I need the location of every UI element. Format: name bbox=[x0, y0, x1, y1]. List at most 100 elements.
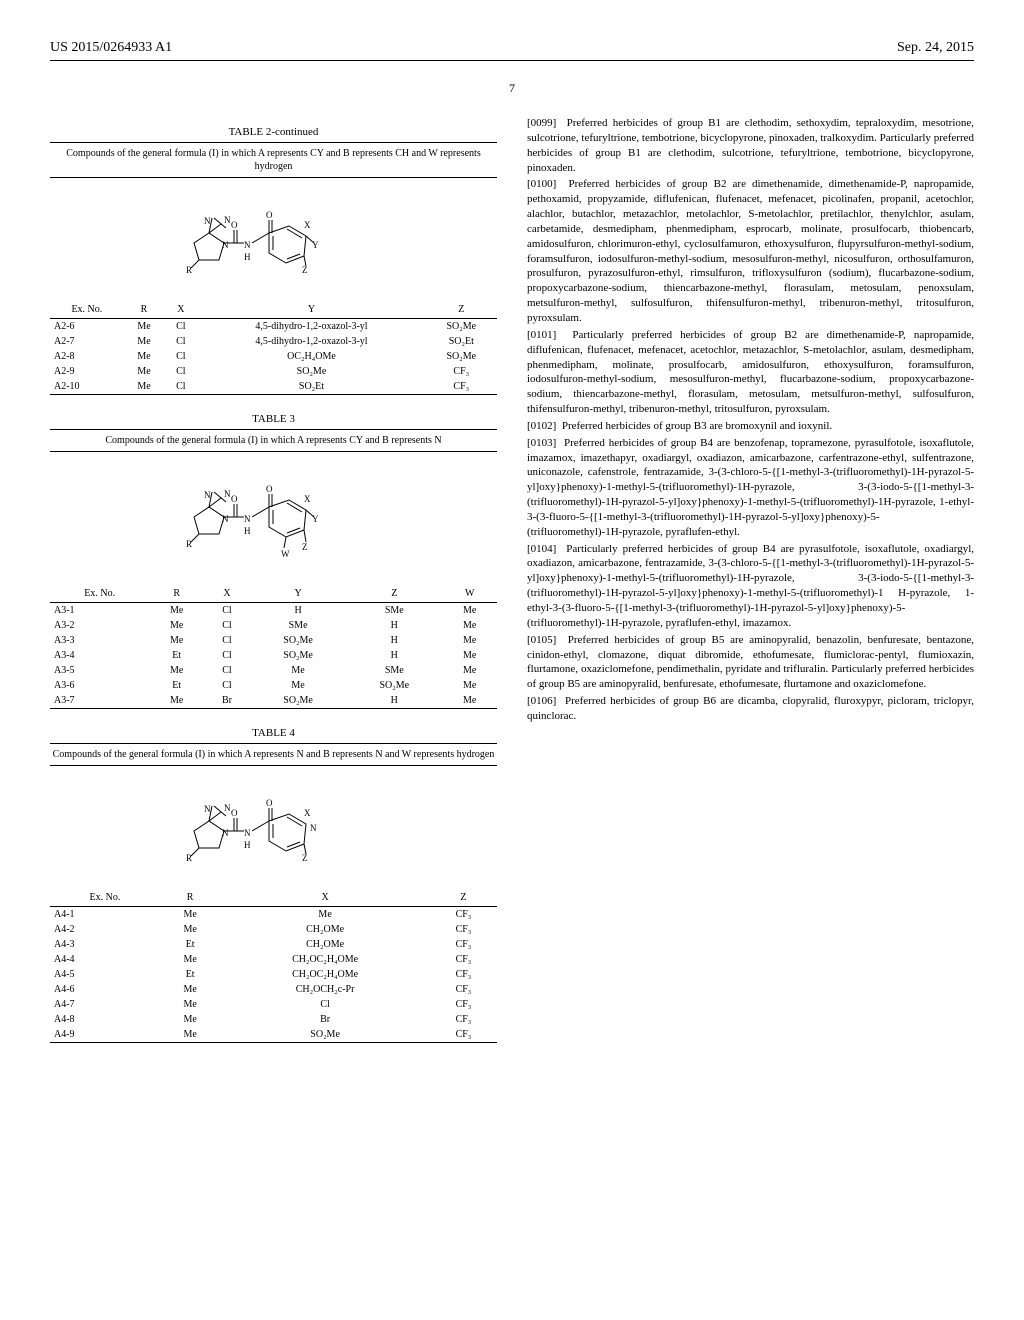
table-cell: A3-1 bbox=[50, 603, 149, 619]
table-cell: CH₂OC₂H₄OMe bbox=[220, 952, 430, 967]
table2-structure: N N N R O N H O bbox=[50, 178, 497, 301]
para-num: [0106] bbox=[527, 695, 556, 707]
table-row: A3-6EtClMeSO₂MeMe bbox=[50, 678, 497, 693]
table-cell: A4-5 bbox=[50, 967, 160, 982]
table-cell: CF₃ bbox=[426, 364, 497, 379]
page-header: US 2015/0264933 A1 Sep. 24, 2015 bbox=[50, 40, 974, 61]
table-cell: H bbox=[346, 693, 442, 708]
para-text: Preferred herbicides of group B3 are bro… bbox=[562, 420, 832, 432]
table-cell: Me bbox=[149, 663, 204, 678]
table4-caption: Compounds of the general formula (I) in … bbox=[50, 743, 497, 766]
para-text: Particularly preferred herbicides of gro… bbox=[527, 329, 974, 415]
table4-structure: N N N R O N H O bbox=[50, 766, 497, 889]
svg-text:W: W bbox=[281, 549, 290, 559]
table-cell: A4-9 bbox=[50, 1027, 160, 1042]
table-cell: Me bbox=[442, 603, 497, 619]
table-row: A2-7MeCl4,5-dihydro-1,2-oxazol-3-ylSO₂Et bbox=[50, 334, 497, 349]
para-num: [0099] bbox=[527, 117, 556, 129]
table-cell: SMe bbox=[346, 663, 442, 678]
table-cell: SO₂Me bbox=[250, 693, 346, 708]
table-cell: CF₃ bbox=[430, 967, 497, 982]
svg-text:Z: Z bbox=[302, 853, 308, 863]
para-num: [0105] bbox=[527, 634, 556, 646]
table3: Ex. No.RXYZW A3-1MeClHSMeMeA3-2MeClSMeHM… bbox=[50, 585, 497, 709]
table-cell: Cl bbox=[204, 603, 250, 619]
table-cell: SO₂Et bbox=[197, 379, 425, 394]
para-num: [0102] bbox=[527, 420, 556, 432]
table-cell: CF₃ bbox=[430, 922, 497, 937]
table-cell: A3-2 bbox=[50, 618, 149, 633]
table-cell: Me bbox=[160, 907, 220, 923]
table-cell: Me bbox=[220, 907, 430, 923]
svg-text:O: O bbox=[231, 808, 238, 818]
table3-caption: Compounds of the general formula (I) in … bbox=[50, 429, 497, 452]
para-0104: [0104] Particularly preferred herbicides… bbox=[527, 542, 974, 631]
table-cell: CH₂OMe bbox=[220, 922, 430, 937]
table-cell: A3-4 bbox=[50, 648, 149, 663]
table-cell: A3-7 bbox=[50, 693, 149, 708]
publication-number: US 2015/0264933 A1 bbox=[50, 40, 172, 56]
table-cell: Cl bbox=[164, 379, 197, 394]
table-cell: A4-4 bbox=[50, 952, 160, 967]
table-cell: Me bbox=[442, 663, 497, 678]
table-cell: H bbox=[346, 633, 442, 648]
svg-text:Z: Z bbox=[302, 265, 308, 275]
svg-text:R: R bbox=[186, 853, 192, 863]
table-cell: Me bbox=[442, 618, 497, 633]
table-cell: Cl bbox=[164, 319, 197, 335]
table2-caption: Compounds of the general formula (I) in … bbox=[50, 142, 497, 178]
table-cell: Me bbox=[160, 922, 220, 937]
table-cell: A4-7 bbox=[50, 997, 160, 1012]
table-header-cell: R bbox=[160, 889, 220, 907]
table-header-cell: X bbox=[220, 889, 430, 907]
para-0101: [0101] Particularly preferred herbicides… bbox=[527, 328, 974, 417]
svg-text:N: N bbox=[204, 490, 211, 500]
svg-text:Y: Y bbox=[312, 240, 319, 250]
table-cell: Me bbox=[160, 952, 220, 967]
table-cell: CF₃ bbox=[430, 1012, 497, 1027]
table-cell: Cl bbox=[164, 364, 197, 379]
table-cell: Me bbox=[149, 693, 204, 708]
svg-text:O: O bbox=[266, 798, 273, 808]
table-cell: Me bbox=[149, 618, 204, 633]
table-row: A3-7MeBrSO₂MeHMe bbox=[50, 693, 497, 708]
table-cell: A2-7 bbox=[50, 334, 124, 349]
table-cell: H bbox=[250, 603, 346, 619]
table-header-cell: Z bbox=[430, 889, 497, 907]
table-cell: A4-1 bbox=[50, 907, 160, 923]
table-cell: SO₂Me bbox=[346, 678, 442, 693]
page-number: 7 bbox=[50, 81, 974, 96]
table-header-cell: R bbox=[124, 301, 165, 319]
table-cell: SO₂Me bbox=[197, 364, 425, 379]
svg-text:R: R bbox=[186, 265, 192, 275]
table-cell: H bbox=[346, 648, 442, 663]
para-text: Preferred herbicides of group B2 are dim… bbox=[527, 178, 974, 324]
table-cell: Et bbox=[160, 967, 220, 982]
table-cell: CH₂OMe bbox=[220, 937, 430, 952]
table-cell: Cl bbox=[164, 349, 197, 364]
table-cell: Cl bbox=[204, 663, 250, 678]
svg-text:N: N bbox=[204, 216, 211, 226]
table-cell: Et bbox=[160, 937, 220, 952]
table-cell: A2-6 bbox=[50, 319, 124, 335]
table-header-cell: X bbox=[164, 301, 197, 319]
table-cell: A2-9 bbox=[50, 364, 124, 379]
table-row: A2-9MeClSO₂MeCF₃ bbox=[50, 364, 497, 379]
table-cell: Me bbox=[149, 603, 204, 619]
table-row: A2-10MeClSO₂EtCF₃ bbox=[50, 379, 497, 394]
table-cell: CF₃ bbox=[430, 1027, 497, 1042]
svg-text:H: H bbox=[244, 840, 251, 850]
para-0103: [0103] Preferred herbicides of group B4 … bbox=[527, 436, 974, 540]
table-cell: A2-8 bbox=[50, 349, 124, 364]
svg-text:O: O bbox=[266, 484, 273, 494]
table-cell: Me bbox=[124, 364, 165, 379]
svg-text:H: H bbox=[244, 252, 251, 262]
table-cell: Me bbox=[124, 349, 165, 364]
table-header-cell: Z bbox=[346, 585, 442, 603]
table-cell: Cl bbox=[204, 678, 250, 693]
table2: Ex. No.RXYZ A2-6MeCl4,5-dihydro-1,2-oxaz… bbox=[50, 301, 497, 395]
table-cell: 4,5-dihydro-1,2-oxazol-3-yl bbox=[197, 319, 425, 335]
para-0100: [0100] Preferred herbicides of group B2 … bbox=[527, 177, 974, 325]
svg-text:O: O bbox=[231, 494, 238, 504]
svg-text:X: X bbox=[304, 494, 311, 504]
